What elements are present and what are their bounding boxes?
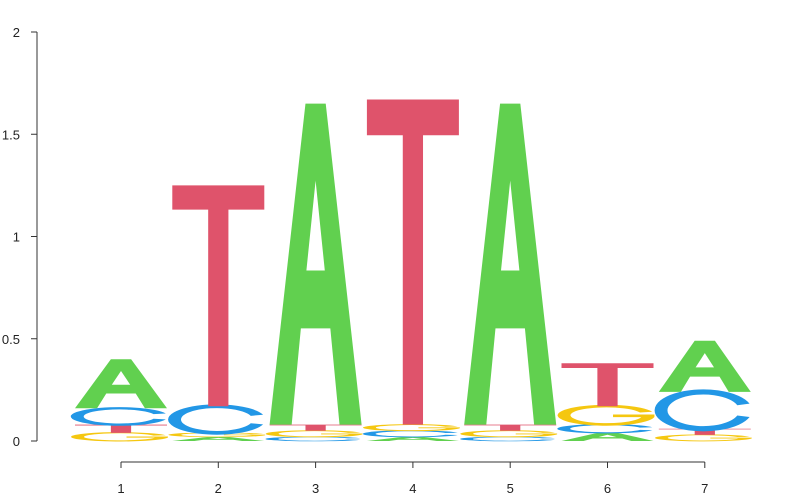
x-tick-label: 3 [312,481,319,496]
x-tick-label: 7 [701,481,708,496]
x-tick-label: 1 [117,481,124,496]
logo-column-5 [460,103,558,442]
logo-letter-t [75,424,167,433]
logo-column-4 [362,99,460,441]
logo-letter-g [265,430,363,438]
logo-letter-c [460,436,555,442]
y-tick-label: 2 [13,25,20,40]
y-tick-label: 0.5 [2,332,20,347]
logo-letter-a [172,436,265,441]
logo-letter-g [557,404,655,426]
logo-letter-c [70,407,166,426]
logo-letter-g [655,434,752,442]
logo-column-7 [654,340,752,442]
y-tick-label: 0 [13,434,20,449]
logo-letter-c [654,389,750,432]
x-tick-label: 5 [507,481,514,496]
logo-column-1 [70,359,168,442]
logo-letter-a [464,103,557,425]
y-tick-label: 1 [13,230,20,245]
logo-letter-t [269,424,362,431]
x-axis: 1 2 3 4 5 6 7 [117,461,708,496]
logo-letter-c [557,424,653,434]
plot-area [70,99,752,442]
logo-letter-a [366,436,459,441]
x-tick-label: 2 [215,481,222,496]
logo-letter-a [561,432,654,441]
logo-letter-a [75,359,167,409]
logo-letter-c [362,430,458,438]
logo-letter-t [172,185,265,407]
logo-letter-g [363,424,460,432]
logo-letter-a [269,103,362,425]
x-tick-label: 4 [409,481,416,496]
logo-column-3 [265,103,363,442]
logo-letter-t [658,428,751,435]
logo-letter-g [71,432,168,442]
y-axis: 0 0.5 1 1.5 2 [2,25,38,449]
logo-column-2 [168,185,266,441]
logo-letter-c [168,404,264,435]
logo-letter-a [658,340,751,392]
logo-letter-t [366,99,459,425]
y-tick-label: 1.5 [2,127,20,142]
logo-letter-c [265,436,361,442]
logo-letter-t [561,363,654,407]
logo-letter-t [464,424,557,431]
x-tick-label: 6 [604,481,611,496]
logo-letter-g [460,430,558,438]
logo-column-6 [557,363,655,441]
